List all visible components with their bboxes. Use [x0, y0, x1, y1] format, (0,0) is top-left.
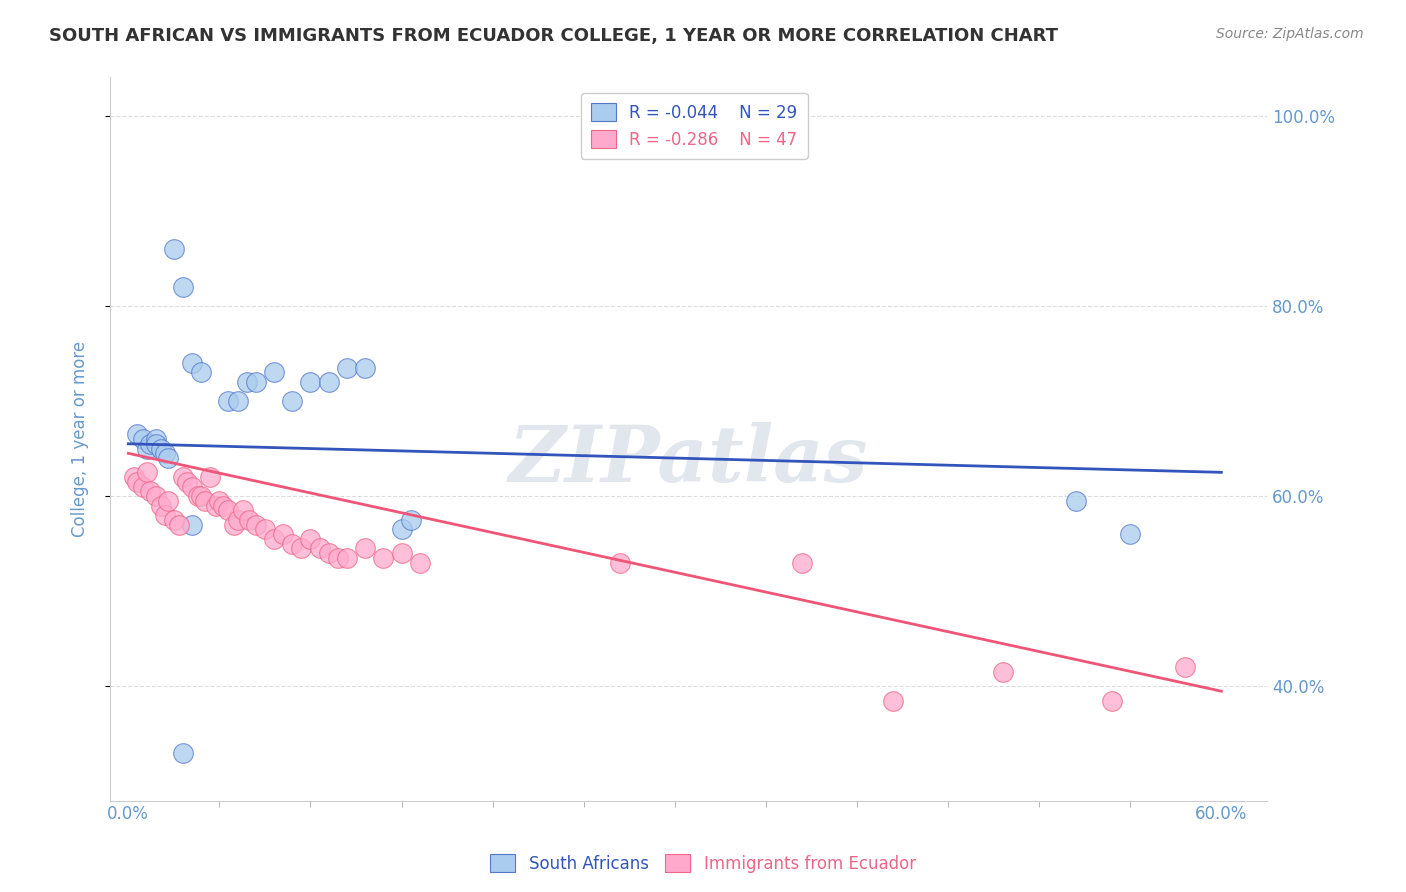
Point — [1064, 494, 1087, 508]
Point — [318, 546, 340, 560]
Point — [609, 556, 631, 570]
Point — [1174, 660, 1197, 674]
Point — [172, 280, 194, 294]
Point — [176, 475, 198, 489]
Legend: R = -0.044    N = 29, R = -0.286    N = 47: R = -0.044 N = 29, R = -0.286 N = 47 — [581, 93, 807, 159]
Y-axis label: College, 1 year or more: College, 1 year or more — [72, 341, 89, 537]
Point — [150, 442, 173, 456]
Point — [218, 394, 240, 409]
Point — [181, 517, 204, 532]
Point — [127, 427, 149, 442]
Point — [399, 513, 422, 527]
Point — [132, 432, 155, 446]
Point — [373, 551, 395, 566]
Point — [145, 437, 167, 451]
Point — [145, 432, 167, 446]
Point — [145, 489, 167, 503]
Point — [204, 499, 226, 513]
Point — [290, 541, 312, 556]
Point — [336, 551, 359, 566]
Point — [122, 470, 145, 484]
Point — [792, 556, 814, 570]
Point — [354, 541, 377, 556]
Point — [163, 513, 186, 527]
Point — [299, 532, 322, 546]
Point — [153, 446, 176, 460]
Point — [238, 513, 260, 527]
Point — [127, 475, 149, 489]
Point — [135, 466, 157, 480]
Point — [222, 517, 245, 532]
Point — [391, 523, 413, 537]
Point — [132, 480, 155, 494]
Point — [232, 503, 254, 517]
Point — [318, 375, 340, 389]
Point — [263, 366, 285, 380]
Point — [354, 360, 377, 375]
Point — [263, 532, 285, 546]
Point — [169, 517, 191, 532]
Point — [153, 508, 176, 523]
Point — [326, 551, 349, 566]
Point — [245, 375, 267, 389]
Text: SOUTH AFRICAN VS IMMIGRANTS FROM ECUADOR COLLEGE, 1 YEAR OR MORE CORRELATION CHA: SOUTH AFRICAN VS IMMIGRANTS FROM ECUADOR… — [49, 27, 1059, 45]
Point — [281, 537, 304, 551]
Point — [194, 494, 217, 508]
Point — [218, 503, 240, 517]
Point — [172, 746, 194, 760]
Point — [208, 494, 231, 508]
Point — [186, 489, 208, 503]
Point — [190, 489, 212, 503]
Point — [157, 494, 180, 508]
Point — [299, 375, 322, 389]
Point — [181, 356, 204, 370]
Point — [212, 499, 235, 513]
Point — [336, 360, 359, 375]
Point — [139, 484, 162, 499]
Point — [271, 527, 294, 541]
Point — [139, 437, 162, 451]
Point — [150, 499, 173, 513]
Point — [281, 394, 304, 409]
Point — [226, 513, 249, 527]
Point — [409, 556, 432, 570]
Point — [1101, 694, 1123, 708]
Point — [181, 480, 204, 494]
Point — [1119, 527, 1142, 541]
Point — [190, 366, 212, 380]
Point — [226, 394, 249, 409]
Text: Source: ZipAtlas.com: Source: ZipAtlas.com — [1216, 27, 1364, 41]
Point — [172, 470, 194, 484]
Point — [391, 546, 413, 560]
Point — [200, 470, 222, 484]
Legend: South Africans, Immigrants from Ecuador: South Africans, Immigrants from Ecuador — [484, 847, 922, 880]
Point — [308, 541, 330, 556]
Text: ZIPatlas: ZIPatlas — [509, 423, 868, 499]
Point — [253, 523, 276, 537]
Point — [991, 665, 1014, 680]
Point — [882, 694, 904, 708]
Point — [245, 517, 267, 532]
Point — [157, 451, 180, 466]
Point — [235, 375, 257, 389]
Point — [135, 442, 157, 456]
Point — [163, 242, 186, 256]
